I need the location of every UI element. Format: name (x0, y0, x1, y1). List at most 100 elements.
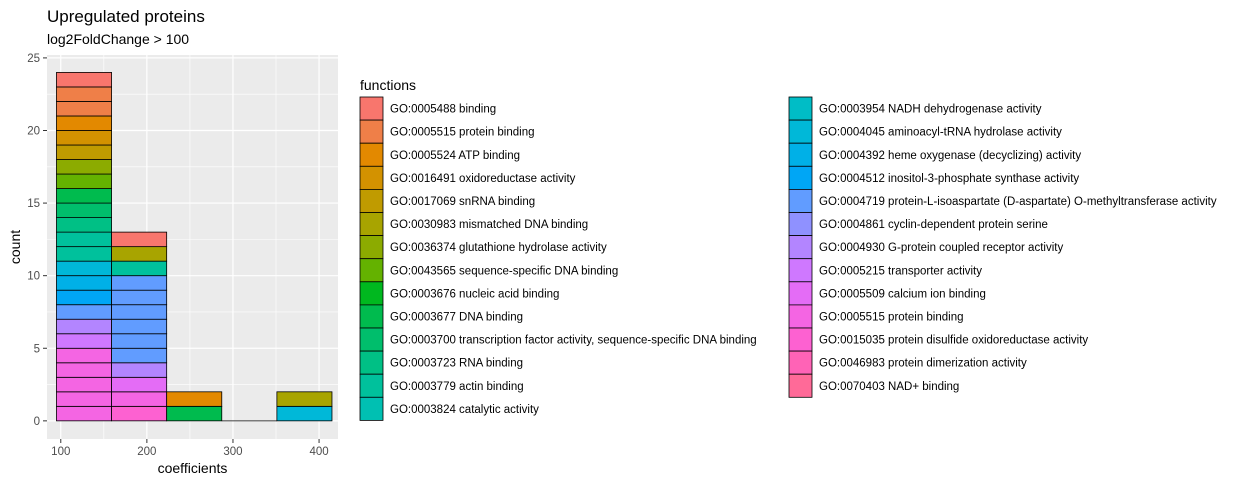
histogram-bar-segment (56, 333, 112, 349)
legend-label: GO:0004719 protein-L-isoaspartate (D-asp… (819, 196, 1217, 208)
legend-label: GO:0017069 snRNA binding (390, 196, 535, 208)
histogram-bar-segment (111, 333, 168, 349)
legend-label: GO:0046983 protein dimerization activity (819, 358, 1027, 370)
histogram-bar-segment (111, 318, 168, 335)
legend-key (359, 212, 384, 237)
histogram-bar-segment (276, 405, 333, 422)
axes: 100 200 300 400 0 5 10 15 20 25 (27, 53, 328, 458)
legend-label: GO:0004512 inositol-3-phosphate synthase… (819, 173, 1079, 185)
legend-key (788, 188, 813, 213)
histogram-bar-segment (56, 275, 112, 291)
histogram-bar-segment (111, 275, 168, 291)
histogram-bar-segment (56, 173, 112, 189)
y-tick-label: 25 (27, 53, 40, 65)
histogram-bar-segment (111, 304, 168, 320)
x-tick-label: 400 (309, 446, 328, 458)
histogram-bar-segment (56, 144, 112, 160)
legend-label: GO:0004930 G-protein coupled receptor ac… (819, 242, 1063, 254)
legend-key (788, 281, 813, 306)
histogram-bar-segment (56, 115, 112, 131)
legend-key (788, 327, 813, 352)
y-axis-title: count (7, 230, 23, 264)
histogram-bar-segment (56, 304, 112, 320)
x-tick-label: 100 (51, 446, 70, 458)
legend-key (359, 96, 384, 121)
histogram-bar-segment (56, 217, 112, 233)
legend-label: GO:0030983 mismatched DNA binding (390, 219, 588, 231)
histogram-bar-segment (56, 318, 112, 335)
y-tick-label: 10 (27, 271, 40, 283)
legend-key (788, 373, 813, 398)
y-tick-label: 0 (34, 416, 40, 428)
legend-label: GO:0003677 DNA binding (390, 311, 523, 323)
histogram-bar-segment (111, 289, 168, 306)
histogram-bar-segment (56, 86, 112, 102)
histogram-bar-segment (56, 289, 112, 306)
histogram-bar-segment (276, 391, 333, 407)
histogram-bar-segment (56, 246, 112, 262)
bars (56, 72, 333, 422)
x-tick-label: 200 (137, 446, 156, 458)
legend-label: GO:0003700 transcription factor activity… (390, 335, 757, 347)
chart-title: Upregulated proteins (47, 7, 205, 26)
legend-label: GO:0004861 cyclin-dependent protein seri… (819, 219, 1048, 231)
legend-label: GO:0016491 oxidoreductase activity (390, 173, 576, 185)
legend-label: GO:0005524 ATP binding (390, 150, 520, 162)
histogram-bar-segment (56, 391, 112, 407)
legend-key (788, 350, 813, 375)
histogram-bar-segment (111, 246, 168, 262)
histogram-bar-segment (166, 405, 223, 422)
histogram-bar-segment (56, 72, 112, 88)
legend-label: GO:0070403 NAD+ binding (819, 381, 959, 393)
legend-label: GO:0003676 nucleic acid binding (390, 288, 559, 300)
y-tick-label: 15 (27, 198, 40, 210)
histogram-bar-segment (56, 347, 112, 364)
legend-key (359, 258, 384, 283)
chart-subtitle: log2FoldChange > 100 (47, 31, 189, 47)
legend-key (359, 188, 384, 213)
histogram-bar-segment (56, 130, 112, 146)
legend-key (359, 235, 384, 260)
legend-key (359, 119, 384, 144)
legend-label: GO:0003954 NADH dehydrogenase activity (819, 104, 1042, 116)
legend-key (788, 258, 813, 283)
x-tick-label: 300 (223, 446, 242, 458)
legend-title: functions (360, 77, 416, 93)
histogram-bar-segment (166, 391, 223, 407)
legend-key (788, 119, 813, 144)
legend-key (788, 235, 813, 260)
histogram-bar-segment (56, 202, 112, 219)
histogram-bar-segment (111, 347, 168, 364)
legend-label: GO:0005215 transporter activity (819, 265, 982, 277)
histogram-bar-segment (56, 159, 112, 175)
legend-key (788, 165, 813, 190)
legend-label: GO:0005488 binding (390, 104, 496, 116)
legend-label: GO:0005515 protein binding (819, 311, 964, 323)
histogram-bar-segment (111, 362, 168, 378)
legend: GO:0005488 binding GO:0005515 protein bin… (359, 96, 1217, 421)
histogram-bar-segment (111, 231, 168, 248)
y-tick-label: 20 (27, 125, 40, 137)
histogram-bar-segment (111, 405, 168, 422)
legend-key (788, 304, 813, 329)
legend-key (359, 304, 384, 329)
legend-label: GO:0005515 protein binding (390, 127, 535, 139)
legend-label: GO:0003824 catalytic activity (390, 404, 539, 416)
legend-key (788, 212, 813, 237)
legend-label: GO:0003723 RNA binding (390, 358, 523, 370)
legend-label: GO:0005509 calcium ion binding (819, 288, 986, 300)
histogram-bar-segment (56, 260, 112, 277)
legend-key (359, 327, 384, 352)
legend-label: GO:0043565 sequence-specific DNA binding (390, 265, 618, 277)
histogram-bar-segment (56, 405, 112, 422)
x-axis-title: coefficients (158, 460, 228, 476)
legend-key (359, 165, 384, 190)
legend-label: GO:0015035 protein disulfide oxidoreduct… (819, 335, 1088, 347)
histogram-bar-segment (111, 376, 168, 393)
legend-key (359, 350, 384, 375)
histogram-bar-segment (56, 362, 112, 378)
y-tick-label: 5 (34, 343, 40, 355)
histogram-bar-segment (56, 188, 112, 204)
histogram-bar-segment (56, 101, 112, 117)
